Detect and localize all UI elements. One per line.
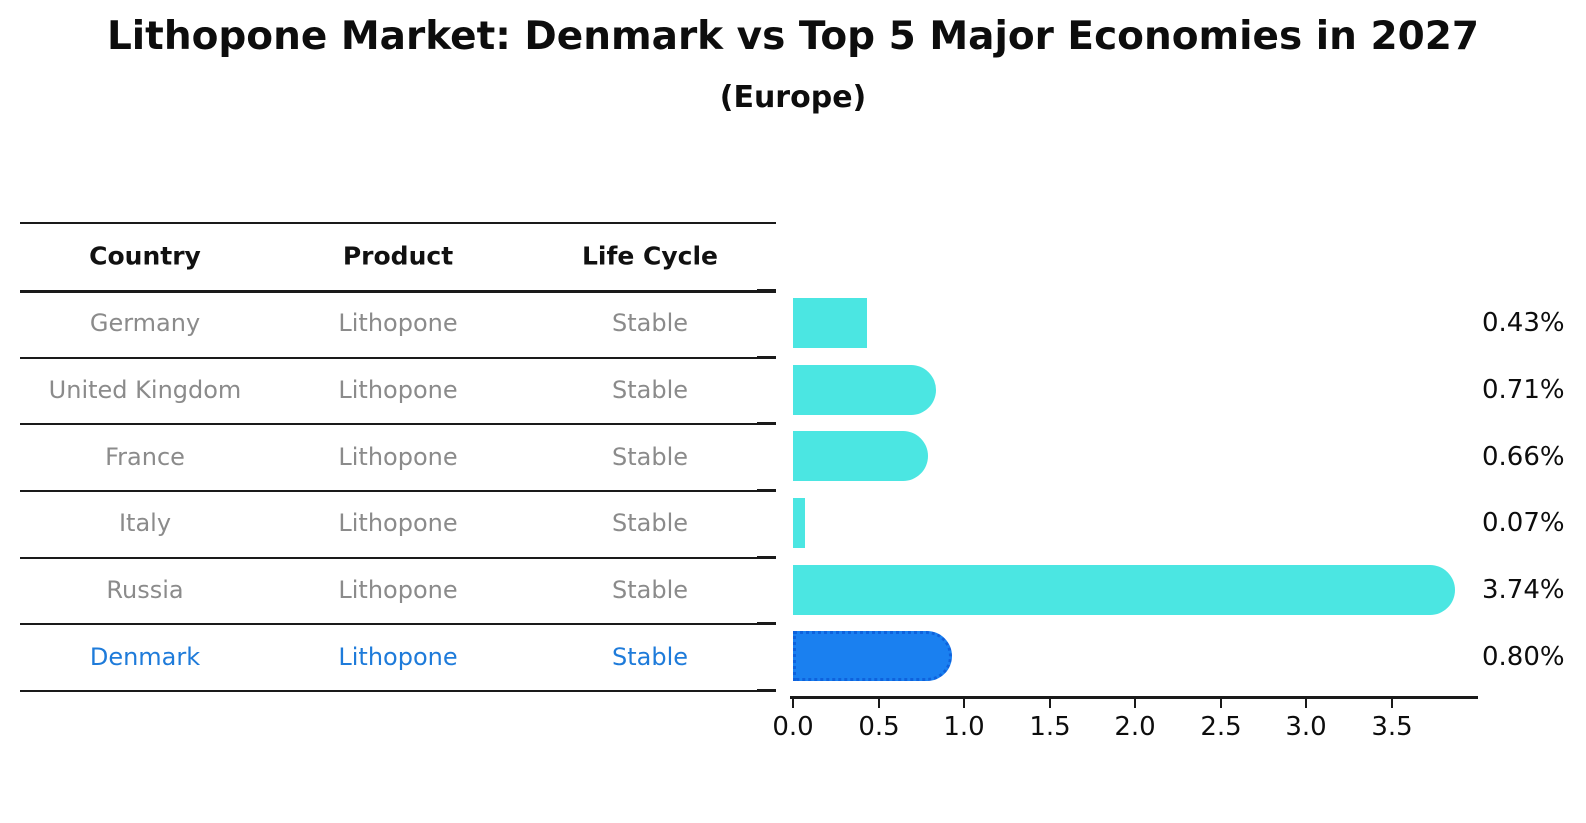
cell-product: Lithopone xyxy=(338,509,458,538)
cell-life-cycle: Stable xyxy=(611,442,689,471)
cell-country: Denmark xyxy=(89,642,201,671)
cell-product: Lithopone xyxy=(338,576,458,604)
table-row-separator xyxy=(20,557,776,559)
x-axis-tick xyxy=(1305,699,1307,708)
x-tick-label-3.5: 3.5 xyxy=(1371,712,1413,742)
x-axis-tick xyxy=(963,699,965,708)
y-axis-tick xyxy=(757,422,776,424)
x-axis-line xyxy=(790,696,1478,699)
y-axis-tick xyxy=(757,489,776,491)
y-axis-tick xyxy=(757,289,776,291)
table-header-life-cycle: Life Cycle xyxy=(581,241,719,271)
x-axis-tick xyxy=(1049,699,1051,708)
x-axis-tick xyxy=(792,699,794,708)
x-tick-label-2.0: 2.0 xyxy=(1114,712,1156,742)
x-axis-tick xyxy=(878,699,880,708)
x-axis-tick xyxy=(1220,699,1222,708)
cell-country: France xyxy=(105,442,185,471)
cell-product: Lithopone xyxy=(338,309,458,338)
cell-life-cycle: Stable xyxy=(611,642,689,671)
y-axis-tick xyxy=(757,356,776,358)
x-axis-tick xyxy=(1391,699,1393,708)
x-axis-tick xyxy=(1134,699,1136,708)
x-tick-label-2.5: 2.5 xyxy=(1200,712,1242,742)
bar-france xyxy=(793,431,928,481)
x-tick-label-1.5: 1.5 xyxy=(1029,712,1071,742)
bar-value-russia: 3.74% xyxy=(1482,575,1565,605)
cell-life-cycle: Stable xyxy=(611,376,689,404)
bar-value-germany: 0.43% xyxy=(1482,308,1565,338)
cell-life-cycle: Stable xyxy=(611,309,689,338)
table-bottom-border xyxy=(20,690,776,692)
x-tick-label-0.0: 0.0 xyxy=(772,712,814,742)
bar-denmark xyxy=(793,631,952,681)
cell-product: Lithopone xyxy=(338,376,458,404)
table-row-separator xyxy=(20,423,776,425)
x-tick-label-1.0: 1.0 xyxy=(943,712,985,742)
x-tick-label-0.5: 0.5 xyxy=(858,712,900,742)
bar-russia xyxy=(793,565,1455,615)
cell-country: Russia xyxy=(106,576,184,604)
table-top-border xyxy=(20,222,776,224)
chart-title: Lithopone Market: Denmark vs Top 5 Major… xyxy=(106,14,1480,59)
bar-value-france: 0.66% xyxy=(1482,442,1565,472)
chart-subtitle: (Europe) xyxy=(719,80,867,115)
cell-country: United Kingdom xyxy=(48,376,242,404)
table-header-country: Country xyxy=(89,241,201,271)
bar-united-kingdom xyxy=(793,365,936,415)
cell-country: Italy xyxy=(118,509,172,538)
y-axis-tick xyxy=(757,556,776,558)
y-axis-tick xyxy=(757,689,776,691)
bar-value-italy: 0.07% xyxy=(1482,508,1565,538)
cell-product: Lithopone xyxy=(338,442,458,471)
bar-italy xyxy=(793,498,805,548)
table-row-separator xyxy=(20,357,776,359)
bar-value-united-kingdom: 0.71% xyxy=(1482,375,1565,405)
table-row-separator xyxy=(20,623,776,625)
cell-life-cycle: Stable xyxy=(611,509,689,538)
cell-life-cycle: Stable xyxy=(611,576,689,604)
table-header-product: Product xyxy=(342,241,454,271)
cell-product: Lithopone xyxy=(338,642,458,671)
table-row-separator xyxy=(20,490,776,492)
y-axis-tick xyxy=(757,622,776,624)
bar-germany xyxy=(793,298,867,348)
x-tick-label-3.0: 3.0 xyxy=(1285,712,1327,742)
bar-value-denmark: 0.80% xyxy=(1482,642,1565,672)
table-header-separator xyxy=(20,290,776,293)
cell-country: Germany xyxy=(89,309,201,338)
